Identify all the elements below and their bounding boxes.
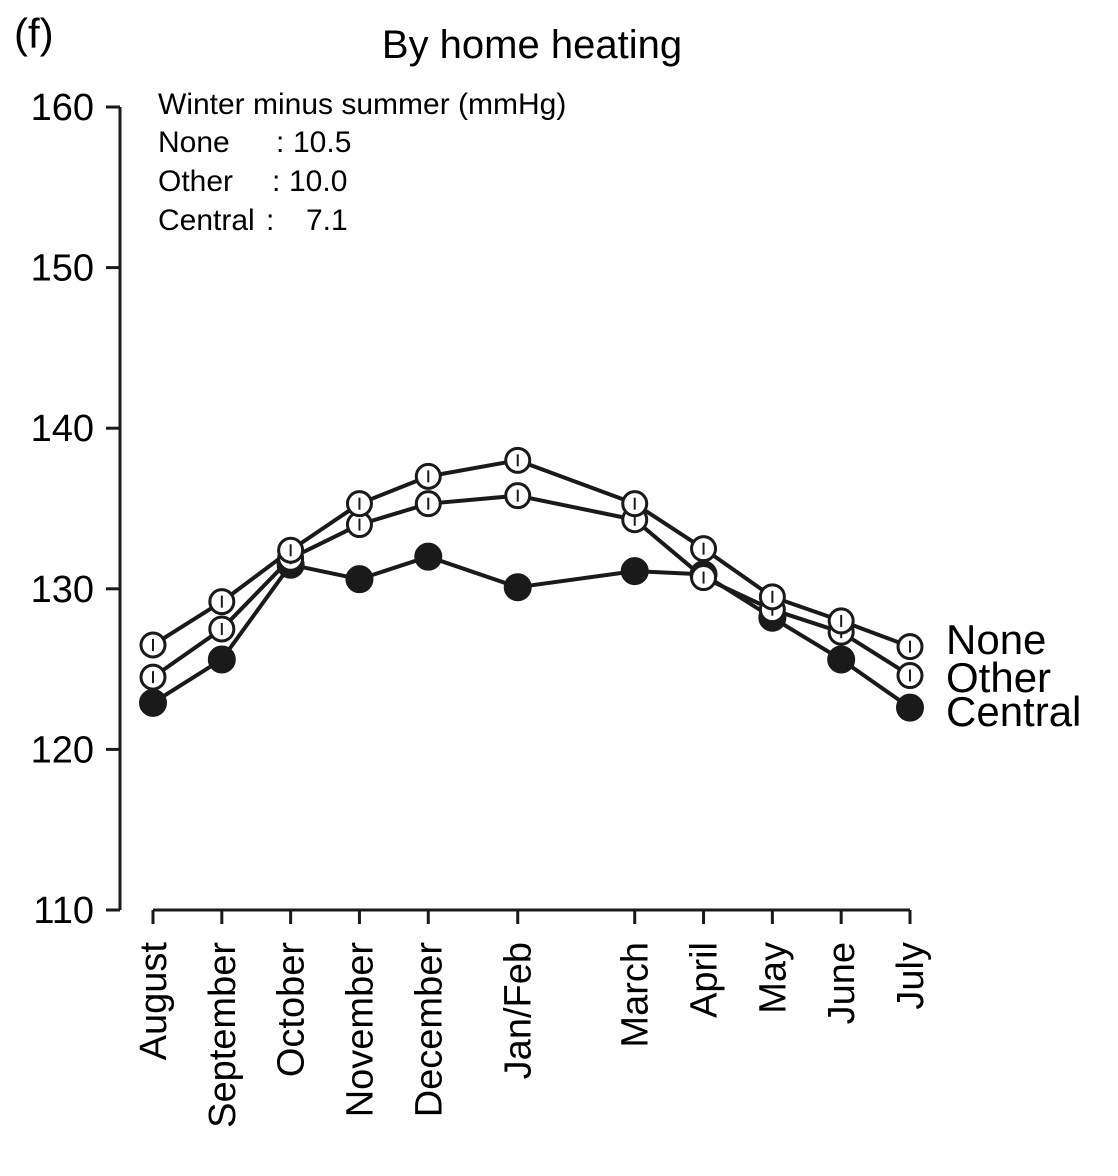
x-tick-label: October <box>271 942 313 1078</box>
y-tick-label: 160 <box>31 87 94 129</box>
point-central <box>139 688 167 717</box>
point-central <box>207 645 236 674</box>
x-tick-label: June <box>821 942 863 1024</box>
annotation-value-none: 10.5 <box>293 126 351 159</box>
x-tick-label: May <box>752 942 794 1014</box>
y-tick-label: 150 <box>31 248 94 290</box>
point-central <box>414 542 443 571</box>
y-tick-label: 130 <box>31 569 94 611</box>
series-line-central <box>151 554 912 710</box>
series-label-other: Other <box>946 654 1051 701</box>
x-tick-label: Jan/Feb <box>498 942 540 1079</box>
axes: 110 120 130 140 150 160 August September October… <box>31 87 932 1128</box>
annotation-heading: Winter minus summer (mmHg) <box>158 88 566 121</box>
x-tick-label: April <box>684 942 726 1018</box>
annotation-label-central: Central <box>158 204 255 237</box>
panel-label: (f) <box>14 10 54 57</box>
series-label-none: None <box>946 616 1046 663</box>
x-tick-label: July <box>890 942 932 1010</box>
point-central <box>620 557 649 586</box>
annotation-value-central: 7.1 <box>306 204 348 237</box>
point-central <box>345 565 374 594</box>
annotation-value-other: 10.0 <box>289 165 347 198</box>
point-central <box>827 645 856 674</box>
annotation-sep-central: : <box>266 204 274 237</box>
series-label-central: Central <box>946 688 1081 735</box>
annotation-label-none: None <box>158 126 230 159</box>
annotation-label-other: Other <box>158 165 233 198</box>
y-tick-label: 110 <box>33 890 94 932</box>
x-tick-label: November <box>339 942 381 1118</box>
point-central <box>503 573 532 602</box>
x-tick-label: August <box>133 942 175 1061</box>
x-tick-label: March <box>615 942 657 1048</box>
annotation-box: Winter minus summer (mmHg) None : 10.5 O… <box>158 88 566 237</box>
annotation-sep-other: : <box>272 165 280 198</box>
point-central <box>896 693 924 722</box>
y-tick-label: 140 <box>31 408 94 450</box>
x-tick-label: September <box>202 942 244 1128</box>
x-tick-label: December <box>408 942 450 1118</box>
annotation-sep-none: : <box>276 126 284 159</box>
y-tick-label: 120 <box>31 729 94 771</box>
chart-title: By home heating <box>382 23 682 67</box>
